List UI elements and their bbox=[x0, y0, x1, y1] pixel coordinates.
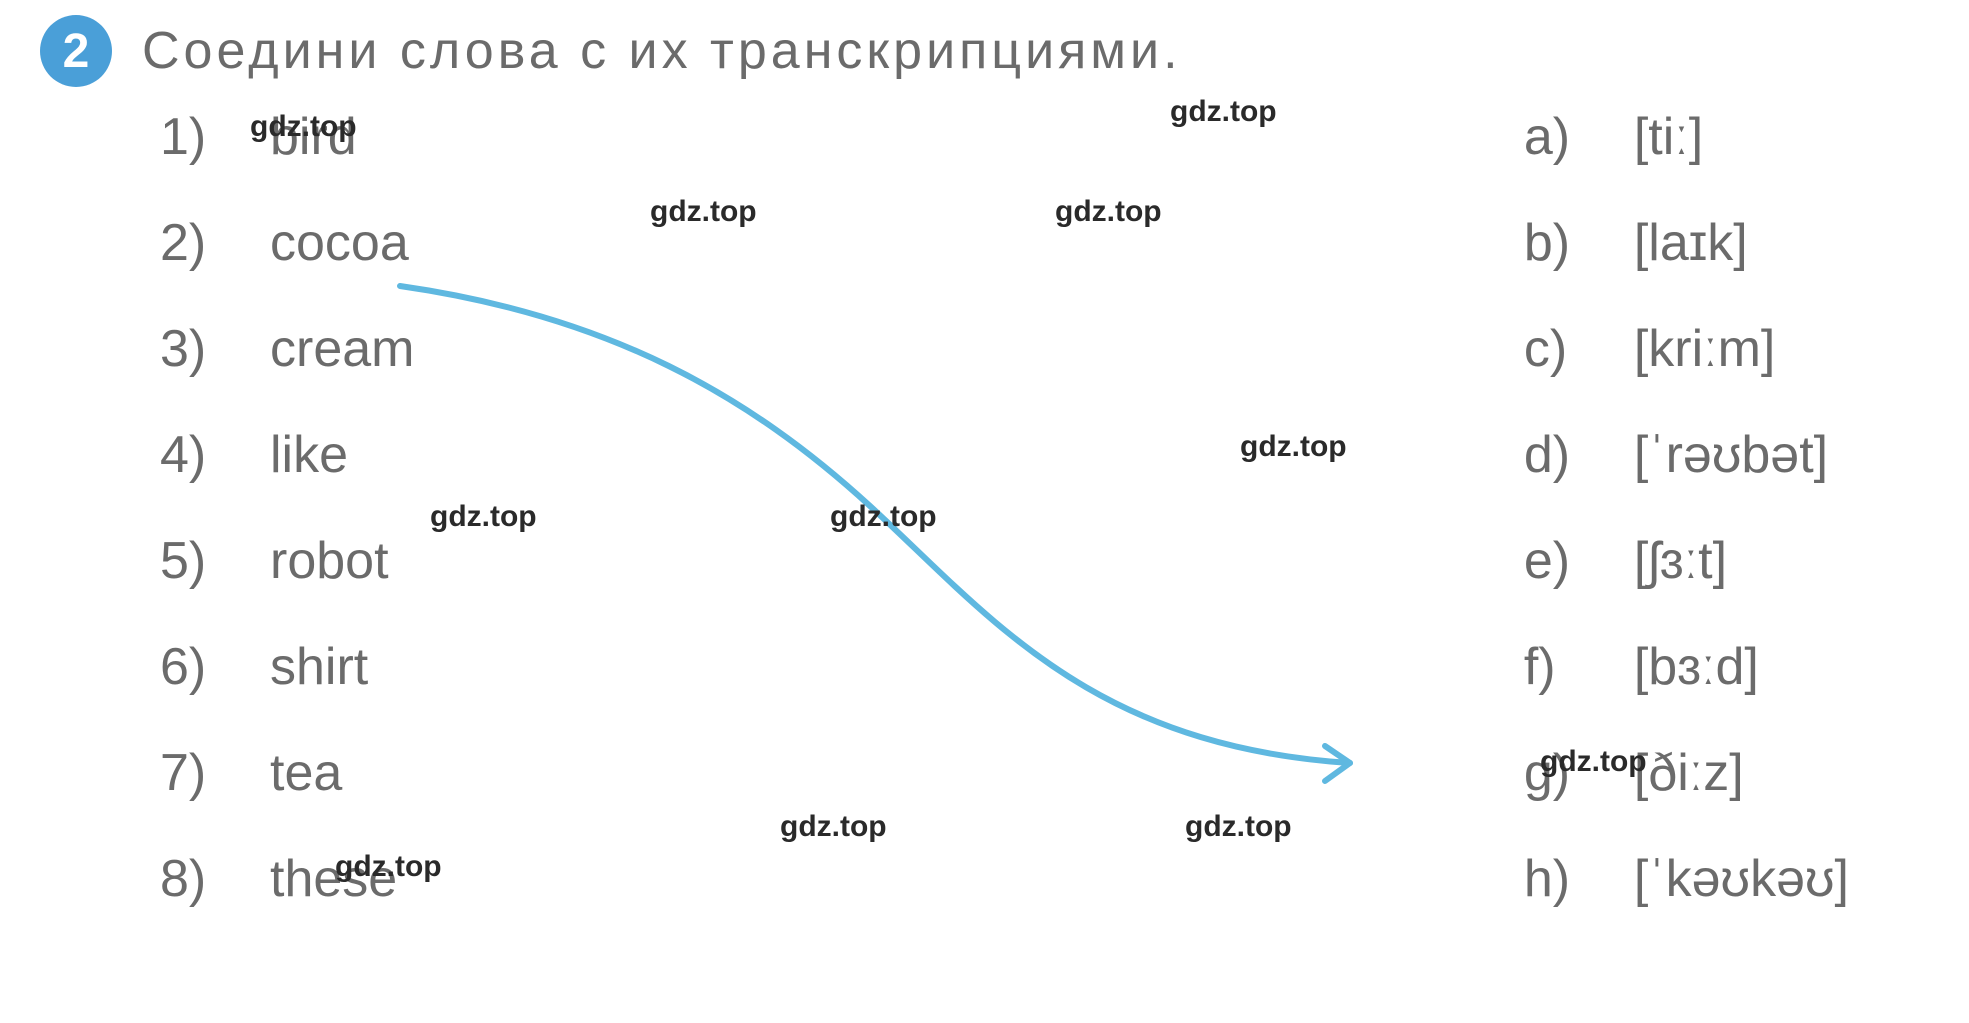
item-transcription: [tiː] bbox=[1634, 107, 1703, 167]
list-item: 6) shirt bbox=[160, 637, 414, 743]
item-word: bird bbox=[270, 107, 357, 167]
item-letter: c) bbox=[1524, 319, 1634, 379]
list-item: 5) robot bbox=[160, 531, 414, 637]
item-letter: b) bbox=[1524, 213, 1634, 273]
list-item: d) [ˈrəʊbət] bbox=[1524, 425, 1849, 531]
exercise-instruction: Соедини слова с их транскрипциями. bbox=[142, 21, 1182, 81]
item-transcription: [ˈrəʊbət] bbox=[1634, 425, 1828, 485]
item-word: cream bbox=[270, 319, 414, 379]
list-item: 2) cocoa bbox=[160, 213, 414, 319]
list-item: a) [tiː] bbox=[1524, 107, 1849, 213]
item-word: robot bbox=[270, 531, 389, 591]
item-number: 1) bbox=[160, 107, 270, 167]
list-item: g) [ðiːz] bbox=[1524, 743, 1849, 849]
item-letter: d) bbox=[1524, 425, 1634, 485]
item-transcription: [bɜːd] bbox=[1634, 637, 1759, 697]
list-item: c) [kriːm] bbox=[1524, 319, 1849, 425]
item-letter: g) bbox=[1524, 743, 1634, 803]
item-number: 3) bbox=[160, 319, 270, 379]
list-item: 7) tea bbox=[160, 743, 414, 849]
item-number: 2) bbox=[160, 213, 270, 273]
list-item: b) [laɪk] bbox=[1524, 213, 1849, 319]
arrow-curve bbox=[400, 286, 1350, 763]
list-item: 1) bird bbox=[160, 107, 414, 213]
item-word: like bbox=[270, 425, 348, 485]
list-item: 8) these bbox=[160, 849, 414, 955]
list-item: f) [bɜːd] bbox=[1524, 637, 1849, 743]
item-number: 4) bbox=[160, 425, 270, 485]
item-number: 8) bbox=[160, 849, 270, 909]
left-column: 1) bird 2) cocoa 3) cream 4) like 5) rob… bbox=[160, 107, 414, 955]
item-letter: f) bbox=[1524, 637, 1634, 697]
item-letter: h) bbox=[1524, 849, 1634, 909]
item-word: tea bbox=[270, 743, 342, 803]
item-word: cocoa bbox=[270, 213, 409, 273]
item-word: shirt bbox=[270, 637, 368, 697]
item-letter: e) bbox=[1524, 531, 1634, 591]
item-word: these bbox=[270, 849, 397, 909]
list-item: 3) cream bbox=[160, 319, 414, 425]
arrow-head bbox=[1325, 746, 1350, 781]
item-number: 7) bbox=[160, 743, 270, 803]
item-transcription: [ˈkəʊkəʊ] bbox=[1634, 849, 1849, 909]
list-item: 4) like bbox=[160, 425, 414, 531]
list-item: h) [ˈkəʊkəʊ] bbox=[1524, 849, 1849, 955]
item-letter: a) bbox=[1524, 107, 1634, 167]
item-transcription: [kriːm] bbox=[1634, 319, 1776, 379]
exercise-number-badge: 2 bbox=[40, 15, 112, 87]
exercise-container: 2 Соедини слова с их транскрипциями. 1) … bbox=[0, 0, 1969, 1023]
exercise-header: 2 Соедини слова с их транскрипциями. bbox=[40, 15, 1929, 87]
right-column: a) [tiː] b) [laɪk] c) [kriːm] d) [ˈrəʊbə… bbox=[1524, 107, 1849, 955]
item-transcription: [ðiːz] bbox=[1634, 743, 1744, 803]
columns-wrapper: 1) bird 2) cocoa 3) cream 4) like 5) rob… bbox=[40, 107, 1929, 955]
item-transcription: [ʃɜːt] bbox=[1634, 531, 1727, 591]
item-transcription: [laɪk] bbox=[1634, 213, 1748, 273]
item-number: 5) bbox=[160, 531, 270, 591]
list-item: e) [ʃɜːt] bbox=[1524, 531, 1849, 637]
connection-arrow bbox=[390, 216, 1380, 816]
item-number: 6) bbox=[160, 637, 270, 697]
